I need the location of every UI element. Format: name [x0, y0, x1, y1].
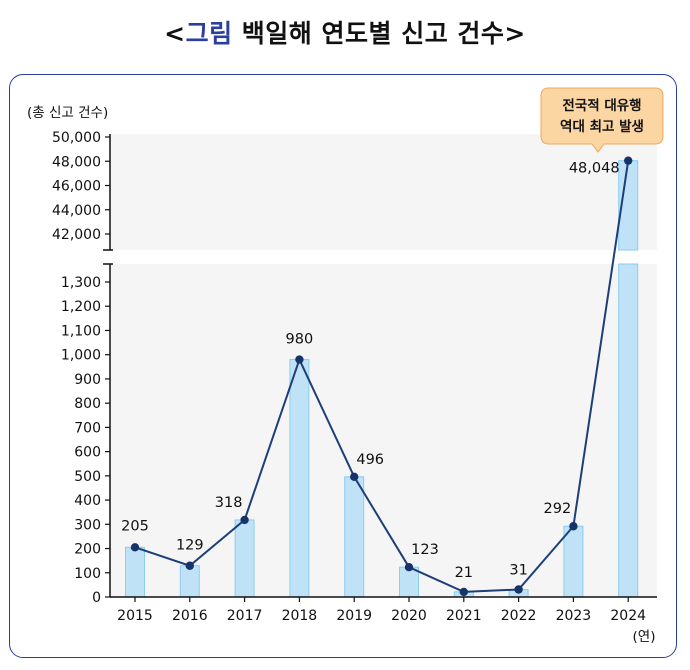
bar-2016	[179, 565, 200, 598]
point-2024	[624, 156, 633, 165]
bar-2017	[234, 519, 255, 598]
bar-2020	[399, 566, 419, 598]
data-label-2015: 205	[121, 518, 149, 534]
x-tick-label-2024: 2024	[610, 608, 646, 624]
data-label-2022: 31	[509, 562, 527, 578]
x-tick-label-2017: 2017	[227, 608, 263, 624]
y-tick-label: 100	[74, 566, 101, 582]
y-tick-label: 800	[74, 396, 101, 412]
title-accent: 그림	[185, 19, 233, 48]
data-label-2021: 21	[455, 565, 473, 581]
data-label-2024: 48,048	[569, 161, 620, 177]
title-close-bracket: >	[504, 19, 526, 48]
y-tick-label: 46,000	[52, 179, 101, 195]
y-tick-label: 300	[74, 517, 101, 533]
y-tick-label: 1,200	[61, 299, 101, 315]
bar-2015	[125, 546, 145, 598]
data-label-2023: 292	[544, 501, 572, 517]
x-tick-label-2018: 2018	[282, 608, 318, 624]
x-tick-label-2015: 2015	[117, 608, 153, 624]
upper-plot-panel	[110, 134, 657, 250]
y-tick-label: 42,000	[52, 227, 101, 243]
y-tick-label: 50,000	[52, 130, 101, 146]
y-tick-label: 900	[74, 372, 101, 388]
bar-2018	[289, 359, 310, 598]
data-label-2016: 129	[176, 538, 204, 554]
y-tick-label: 0	[92, 590, 101, 606]
x-tick-label-2019: 2019	[336, 608, 372, 624]
y-tick-label: 700	[74, 420, 101, 436]
point-2023	[569, 522, 578, 531]
x-tick-label-2016: 2016	[172, 608, 208, 624]
point-2021	[459, 587, 468, 597]
x-tick-label-2021: 2021	[446, 608, 482, 624]
y-tick-label: 1,000	[61, 348, 101, 364]
data-label-2017: 318	[215, 495, 243, 511]
x-axis-label: (연)	[633, 629, 656, 645]
annotation-callout	[540, 87, 664, 153]
y-tick-label: 400	[74, 493, 101, 509]
y-tick-label: 44,000	[52, 203, 101, 219]
annotation-line-1: 전국적 대유행	[562, 97, 641, 114]
data-label-2018: 980	[286, 332, 314, 348]
point-2022	[514, 585, 523, 594]
point-2020	[404, 562, 414, 572]
x-tick-label-2022: 2022	[501, 608, 537, 624]
y-tick-label: 1,100	[61, 323, 101, 339]
annotation-line-2: 역대 최고 발생	[560, 118, 644, 135]
series-line	[134, 160, 630, 593]
x-tick-label-2023: 2023	[556, 608, 592, 624]
data-label-2019: 496	[356, 452, 384, 468]
data-label-2020: 123	[411, 542, 439, 558]
point-2016	[185, 561, 194, 570]
bar-2023	[563, 525, 584, 598]
y-tick-label: 1,300	[61, 275, 101, 291]
y-tick-label: 200	[74, 542, 101, 558]
y-tick-label: 500	[74, 469, 101, 485]
point-2018	[295, 355, 304, 364]
bar-2019	[344, 476, 365, 598]
point-2017	[240, 515, 249, 525]
y-tick-label: 48,000	[52, 154, 101, 170]
point-2015	[130, 543, 140, 552]
y-tick-label: 600	[74, 445, 101, 461]
bar-2024-lower	[618, 263, 639, 598]
y-axis-label: (총 신고 건수)	[27, 105, 108, 121]
chart-title: <그림 백일해 연도별 신고 건수>	[0, 14, 690, 50]
title-main: 백일해 연도별 신고 건수	[241, 19, 505, 48]
point-2019	[350, 472, 359, 482]
x-tick-label-2020: 2020	[391, 608, 427, 624]
title-open-bracket: <	[164, 19, 186, 48]
